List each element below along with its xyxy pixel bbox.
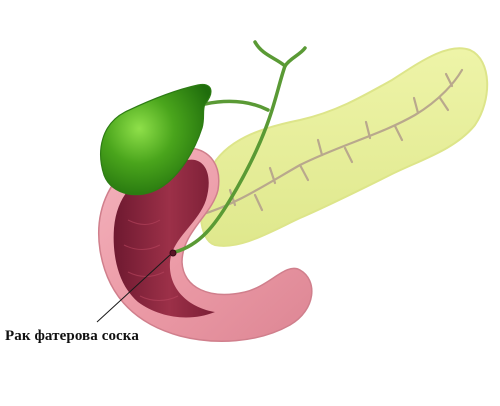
duodenum-folds (123, 219, 179, 301)
papilla-marker (169, 249, 177, 257)
pancreatic-duct (198, 68, 464, 217)
pointer-line (96, 254, 171, 323)
bile-ducts (173, 40, 307, 254)
label-papilla-cancer: Рак фатерова соска (5, 328, 139, 344)
gallbladder (100, 83, 212, 196)
duodenum-lumen (113, 159, 215, 318)
